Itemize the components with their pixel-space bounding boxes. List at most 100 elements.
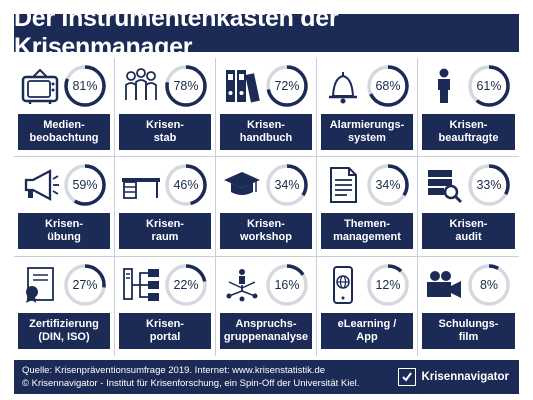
ring-fill — [266, 164, 308, 207]
ring-fill — [266, 65, 308, 107]
instrument-label-text: Krisen- stab — [146, 119, 184, 144]
ring-fill — [468, 65, 510, 107]
percent-label: 27% — [72, 277, 98, 292]
instrument-label: Alarmierungs- system — [321, 114, 413, 150]
percent-ring — [62, 63, 108, 109]
percent-ring — [264, 162, 310, 208]
instrument-label-text: Krisen- beauftragte — [438, 119, 499, 144]
server-search-icon — [424, 165, 464, 205]
instrument-label: Krisen- workshop — [220, 213, 312, 250]
percent-label: 33% — [476, 178, 502, 193]
page-title: Der Instrumentenkasten der Krisenmanager — [14, 4, 519, 61]
percent-ring — [365, 162, 411, 208]
instrument-label: Zertifizierung (DIN, ISO) — [18, 312, 110, 349]
certificate-icon — [20, 265, 60, 305]
percent-ring — [264, 262, 310, 308]
percent-ring — [264, 63, 310, 109]
instrument-cell: 27% Zertifizierung (DIN, ISO) — [14, 256, 115, 356]
instrument-label: Themen- management — [321, 213, 413, 250]
instrument-label-text: eLearning / App — [337, 317, 397, 343]
person-icon — [424, 66, 464, 106]
source-text: Quelle: Krisenpräventionsumfrage 2019. I… — [22, 364, 359, 390]
ring-fill — [367, 164, 409, 207]
percent-label: 34% — [274, 178, 300, 193]
binders-icon — [222, 66, 262, 106]
tv-icon — [20, 66, 60, 106]
ring-fill — [165, 263, 207, 306]
instrument-label: eLearning / App — [321, 312, 413, 349]
instrument-label-text: Medien- beobachtung — [29, 119, 99, 144]
percent-ring — [163, 162, 209, 208]
percent-label: 81% — [72, 79, 98, 93]
copyright-line: © Krisennavigator - Institut für Krisenf… — [22, 378, 360, 389]
instrument-label: Krisen- beauftragte — [422, 114, 515, 150]
percent-label: 12% — [375, 277, 401, 292]
instrument-label: Krisen- handbuch — [220, 114, 312, 150]
instrument-label-text: Themen- management — [333, 218, 401, 244]
percent-label: 72% — [274, 79, 300, 93]
ring-fill — [64, 263, 106, 306]
instrument-label-text: Zertifizierung (DIN, ISO) — [29, 317, 99, 343]
instrument-cell: 33% Krisen- audit — [418, 157, 519, 257]
brand-logo: Krisennavigator — [398, 368, 509, 386]
percent-ring — [466, 63, 512, 109]
percent-label: 22% — [173, 277, 199, 292]
instrument-label-text: Krisen- portal — [146, 317, 184, 343]
source-line: Quelle: Krisenpräventionsumfrage 2019. I… — [22, 365, 326, 376]
instrument-label: Krisen- audit — [422, 213, 515, 250]
ring-fill — [64, 65, 106, 107]
ring-fill — [266, 263, 308, 306]
instrument-label-text: Krisen- audit — [449, 218, 488, 244]
percent-ring — [163, 262, 209, 308]
stakeholder-icon — [222, 265, 262, 305]
instrument-label: Schulungs- film — [422, 312, 515, 349]
instrument-cell: 72% Krisen- handbuch — [216, 58, 317, 158]
instrument-cell: 12% eLearning / App — [317, 256, 418, 356]
instrument-label-text: Krisen- workshop — [240, 218, 292, 244]
instrument-cell: 81% Medien- beobachtung — [14, 58, 115, 158]
percent-ring — [365, 63, 411, 109]
instrument-label-text: Schulungs- film — [438, 317, 499, 343]
camera-icon — [424, 265, 464, 305]
brand-name: Krisennavigator — [421, 371, 509, 383]
percent-label: 68% — [375, 79, 401, 93]
percent-ring — [466, 262, 512, 308]
ring-fill — [367, 65, 409, 107]
graduation-cap-icon — [222, 165, 262, 205]
instrument-label: Krisen- raum — [119, 213, 211, 250]
megaphone-icon — [20, 165, 60, 205]
percent-ring — [62, 162, 108, 208]
document-icon — [323, 165, 363, 205]
instrument-label: Krisen- stab — [119, 114, 211, 150]
instrument-label-text: Krisen- übung — [45, 218, 83, 244]
instrument-cell: 34% Themen- management — [317, 157, 418, 257]
ring-fill — [165, 164, 207, 207]
instrument-label-text: Krisen- raum — [146, 218, 184, 244]
ring-fill — [468, 164, 510, 207]
percent-ring — [466, 162, 512, 208]
instrument-cell: 16% Anspruchs- gruppenanalyse — [216, 256, 317, 356]
ring-fill — [367, 263, 409, 306]
ring-fill — [165, 65, 207, 107]
instrument-label: Krisen- portal — [119, 312, 211, 349]
instrument-label-text: Alarmierungs- system — [329, 119, 405, 144]
percent-label: 46% — [173, 178, 199, 193]
instrument-cell: 34% Krisen- workshop — [216, 157, 317, 257]
ring-fill — [468, 263, 510, 306]
team-icon — [121, 66, 161, 106]
instrument-grid: 81% Medien- beobachtung 78% Krisen- stab 7… — [14, 58, 519, 356]
instrument-cell: 46% Krisen- raum — [115, 157, 216, 257]
desk-icon — [121, 165, 161, 205]
percent-label: 78% — [173, 79, 199, 93]
instrument-label: Krisen- übung — [18, 213, 110, 250]
instrument-cell: 78% Krisen- stab — [115, 58, 216, 158]
percent-ring — [62, 262, 108, 308]
instrument-cell: 68% Alarmierungs- system — [317, 58, 418, 158]
bell-icon — [323, 66, 363, 106]
footer: Quelle: Krisenpräventionsumfrage 2019. I… — [14, 360, 519, 394]
network-icon — [121, 265, 161, 305]
instrument-cell: 22% Krisen- portal — [115, 256, 216, 356]
percent-label: 59% — [72, 178, 98, 193]
instrument-cell: 59% Krisen- übung — [14, 157, 115, 257]
percent-ring — [365, 262, 411, 308]
